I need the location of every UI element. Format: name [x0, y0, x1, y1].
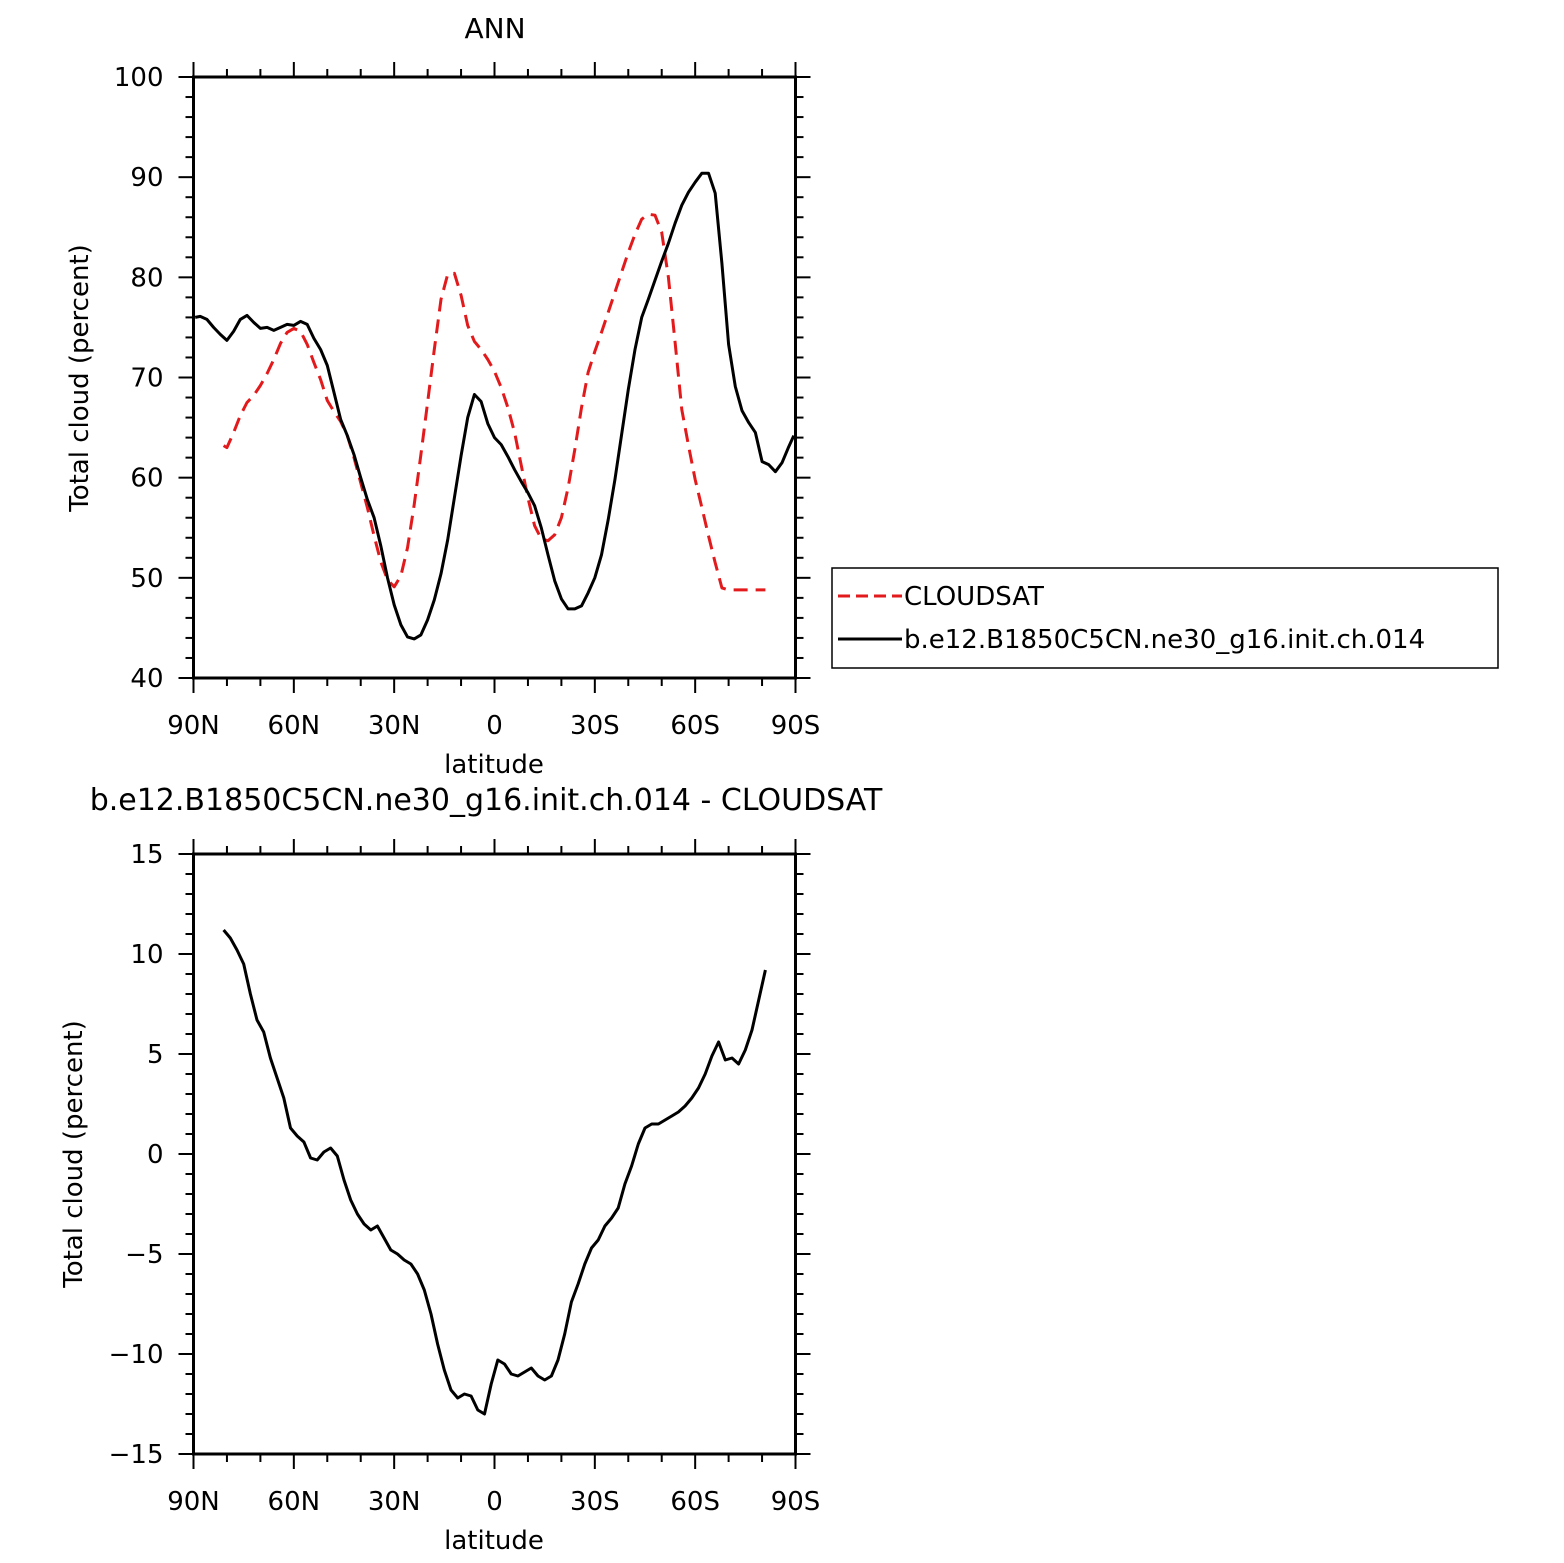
top-data-lines — [194, 171, 796, 641]
bottom-plot-frame — [192, 852, 797, 1456]
x-tick-label: 60S — [670, 1487, 720, 1517]
bottom-chart-title: b.e12.B1850C5CN.ne30_g16.init.ch.014 - C… — [90, 783, 883, 818]
bottom-y-tick-labels: −15 −10 −5 0 5 10 15 — [109, 840, 164, 1470]
x-tick-label: 90S — [771, 711, 821, 741]
y-tick-label: 40 — [130, 664, 163, 694]
cloudsat-series-line — [222, 212, 766, 592]
top-x-tick-labels: 90N 60N 30N 0 30S 60S 90S — [167, 711, 820, 741]
y-tick-label: 90 — [130, 163, 163, 193]
legend-model-label: b.e12.B1850C5CN.ne30_g16.init.ch.014 — [904, 625, 1425, 655]
x-tick-label: 60N — [268, 711, 321, 741]
legend-box — [831, 567, 1499, 669]
y-tick-label: −5 — [125, 1240, 163, 1270]
model-series-line — [194, 171, 796, 641]
y-tick-label: 60 — [130, 464, 163, 494]
top-y-tick-labels: 40 50 60 70 80 90 100 — [114, 63, 164, 694]
x-tick-label: 30N — [368, 1487, 421, 1517]
x-tick-label: 90N — [167, 711, 220, 741]
difference-series-line — [222, 929, 767, 1416]
y-tick-label: 0 — [147, 1140, 164, 1170]
legend-cloudsat-label: CLOUDSAT — [904, 582, 1044, 612]
y-tick-label: −15 — [109, 1440, 164, 1470]
y-tick-label: 80 — [130, 263, 163, 293]
x-tick-label: 60S — [670, 711, 720, 741]
x-tick-label: 90N — [167, 1487, 220, 1517]
x-tick-label: 90S — [771, 1487, 821, 1517]
legend: CLOUDSAT b.e12.B1850C5CN.ne30_g16.init.c… — [831, 567, 1499, 669]
x-tick-label: 0 — [486, 1487, 503, 1517]
y-tick-label: 10 — [130, 940, 163, 970]
top-chart-title: ANN — [464, 12, 525, 45]
y-tick-label: 5 — [147, 1040, 164, 1070]
x-tick-label: 30N — [368, 711, 421, 741]
bottom-data-lines — [222, 929, 767, 1416]
bottom-panel: b.e12.B1850C5CN.ne30_g16.init.ch.014 - C… — [59, 783, 883, 1556]
top-y-axis-label: Total cloud (percent) — [65, 244, 95, 513]
bottom-x-tick-labels: 90N 60N 30N 0 30S 60S 90S — [167, 1487, 820, 1517]
y-tick-label: 15 — [130, 840, 163, 870]
x-tick-label: 0 — [486, 711, 503, 741]
x-tick-label: 30S — [570, 711, 620, 741]
x-tick-label: 30S — [570, 1487, 620, 1517]
y-tick-label: 70 — [130, 364, 163, 394]
y-tick-label: 100 — [114, 63, 164, 93]
y-tick-label: 50 — [130, 564, 163, 594]
top-x-axis-label: latitude — [444, 750, 544, 780]
bottom-y-axis-label: Total cloud (percent) — [59, 1020, 89, 1289]
bottom-x-axis-label: latitude — [444, 1526, 544, 1556]
top-axis-ticks — [178, 62, 811, 693]
top-plot-frame — [192, 75, 797, 680]
x-tick-label: 60N — [268, 1487, 321, 1517]
y-tick-label: −10 — [109, 1340, 164, 1370]
